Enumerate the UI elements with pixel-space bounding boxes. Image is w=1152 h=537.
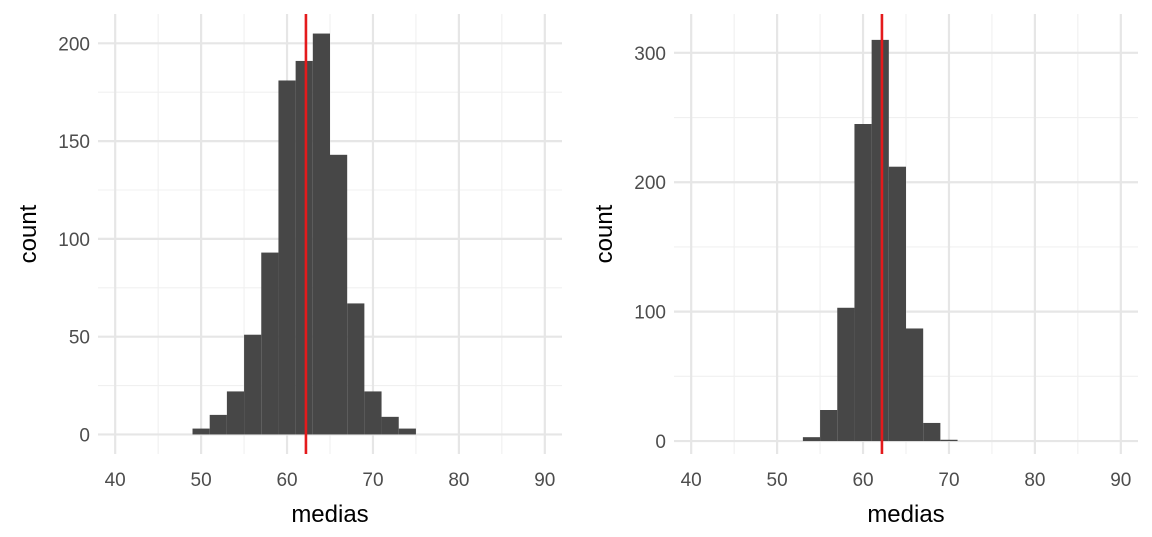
- histogram-bar: [820, 410, 838, 442]
- histogram-bar: [364, 391, 382, 435]
- x-tick-label: 90: [1110, 470, 1131, 491]
- y-tick-label: 200: [634, 173, 666, 194]
- histogram-bar: [278, 80, 296, 435]
- histogram-panel-right: 0 100 200 300 40 50 60 70 80 90 medias count: [591, 14, 1138, 528]
- histogram-bar: [347, 303, 365, 435]
- histogram-bar: [398, 428, 416, 435]
- y-tick-label: 100: [634, 303, 666, 324]
- histogram-bar: [871, 39, 889, 442]
- histogram-bar: [940, 439, 958, 442]
- histogram-bar: [854, 124, 872, 442]
- x-tick-label: 50: [767, 470, 788, 491]
- y-tick-label: 0: [655, 432, 666, 453]
- y-axis-title: count: [591, 204, 618, 263]
- histogram-bar: [312, 33, 330, 435]
- x-tick-label: 40: [681, 470, 702, 491]
- x-tick-label: 60: [276, 470, 297, 491]
- x-tick-label: 50: [191, 470, 212, 491]
- y-axis-title: count: [15, 204, 42, 263]
- y-tick-label: 150: [58, 132, 90, 153]
- x-tick-label: 80: [448, 470, 469, 491]
- x-tick-label: 80: [1024, 470, 1045, 491]
- x-tick-label: 70: [938, 470, 959, 491]
- histogram-bar: [261, 252, 279, 435]
- y-tick-label: 0: [79, 425, 90, 446]
- x-tick-label: 40: [105, 470, 126, 491]
- histogram-bar: [923, 422, 941, 442]
- histogram-bar: [244, 334, 262, 435]
- histogram-bar: [906, 328, 924, 442]
- histogram-bar: [802, 437, 821, 442]
- histogram-bar: [295, 60, 313, 435]
- x-tick-label: 90: [534, 470, 555, 491]
- histogram-bar: [330, 154, 348, 435]
- histogram-bar: [192, 428, 210, 435]
- x-axis-title: medias: [291, 501, 368, 528]
- histogram-bar: [226, 391, 245, 435]
- x-tick-label: 70: [362, 470, 383, 491]
- histogram-bar: [888, 166, 906, 442]
- histogram-bar: [209, 414, 227, 435]
- y-tick-label: 50: [69, 328, 90, 349]
- x-tick-label: 60: [852, 470, 873, 491]
- x-axis-title: medias: [867, 501, 944, 528]
- histogram-panel-left: 0 50 100 150 200 40 50 60 70 80 90 medias count: [15, 14, 562, 528]
- y-tick-label: 300: [634, 44, 666, 65]
- histogram-bar: [837, 307, 855, 442]
- y-tick-label: 200: [58, 34, 90, 55]
- y-tick-label: 100: [58, 230, 90, 251]
- histogram-bar: [381, 416, 399, 435]
